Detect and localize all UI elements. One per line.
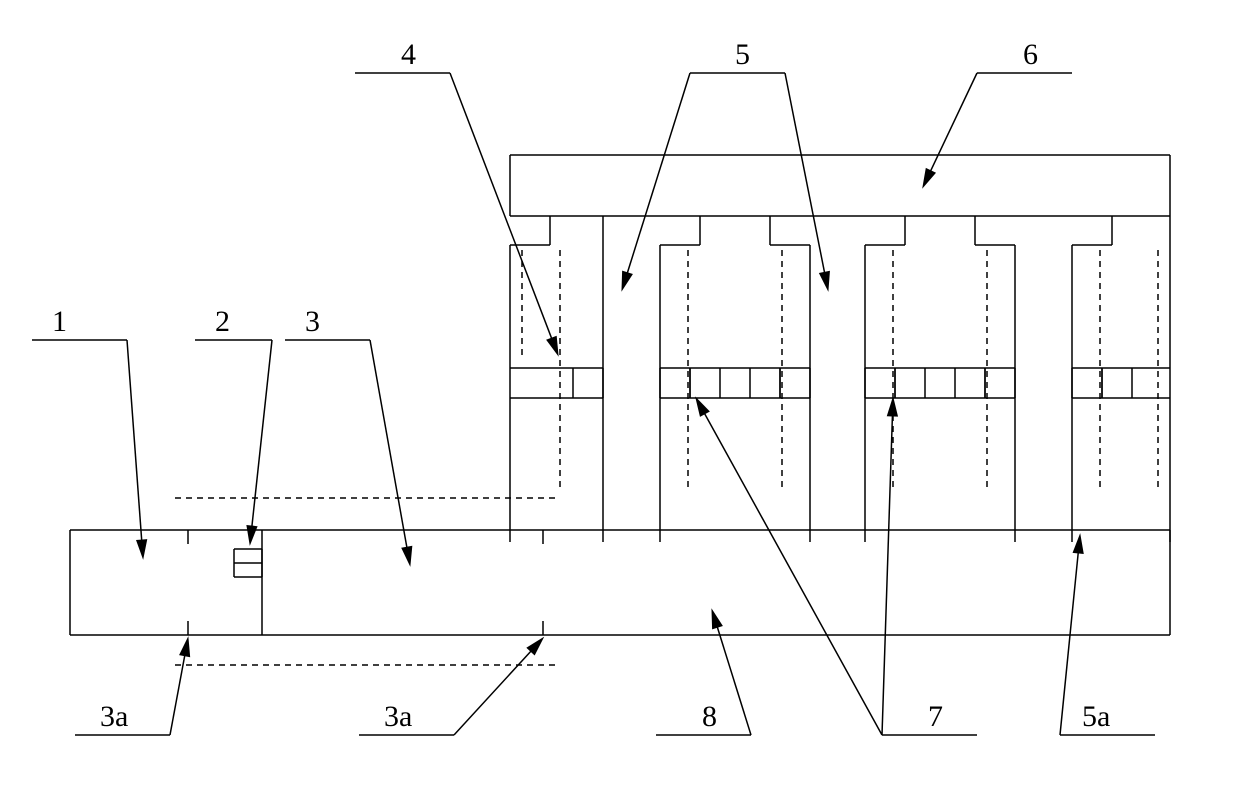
diagram-canvas: [0, 0, 1240, 786]
callout-label-L2: 2: [215, 305, 230, 339]
callout-label-L4: 4: [401, 38, 416, 72]
callout-label-L3a_left: 3a: [100, 700, 128, 734]
callout-label-L1: 1: [52, 305, 67, 339]
callout-label-L6: 6: [1023, 38, 1038, 72]
callout-label-L3: 3: [305, 305, 320, 339]
callout-label-L5a: 5a: [1082, 700, 1110, 734]
callout-label-L3a_right: 3a: [384, 700, 412, 734]
callout-label-L8: 8: [702, 700, 717, 734]
callout-label-L7: 7: [928, 700, 943, 734]
callout-label-L5: 5: [735, 38, 750, 72]
